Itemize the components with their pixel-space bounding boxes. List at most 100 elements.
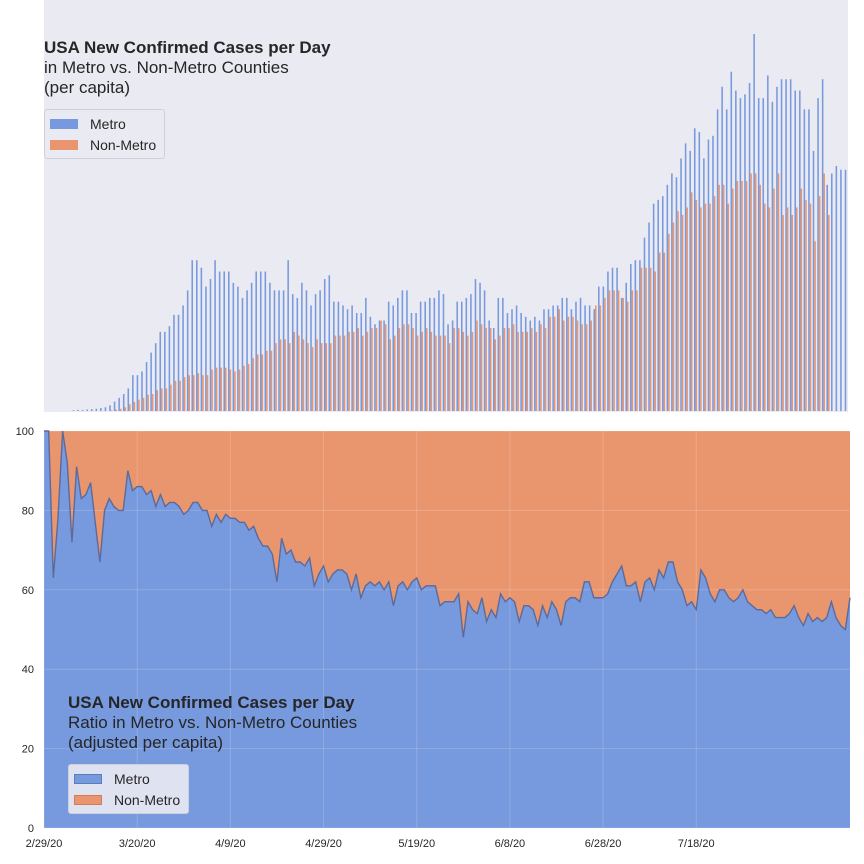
bar-non-metro bbox=[211, 369, 213, 411]
bar-metro bbox=[310, 305, 312, 411]
bar-non-metro bbox=[439, 335, 442, 411]
bar-non-metro bbox=[827, 214, 830, 411]
bar-metro bbox=[177, 314, 180, 411]
bar-metro bbox=[127, 388, 130, 411]
bar-non-metro bbox=[626, 301, 629, 411]
bar-non-metro bbox=[805, 199, 807, 411]
bar-non-metro bbox=[124, 407, 127, 411]
bar-non-metro bbox=[695, 199, 698, 411]
bar-non-metro bbox=[115, 409, 117, 411]
bar-non-metro bbox=[179, 380, 181, 411]
bar-non-metro bbox=[110, 410, 113, 411]
bar-non-metro bbox=[252, 358, 254, 411]
bar-non-metro bbox=[800, 188, 803, 411]
bar-metro bbox=[721, 86, 723, 411]
bar-non-metro bbox=[389, 339, 391, 411]
bar-non-metro bbox=[307, 343, 309, 411]
bar-non-metro bbox=[599, 305, 602, 411]
bar-metro bbox=[607, 271, 609, 411]
bar-metro bbox=[383, 320, 385, 411]
legend-label-non-metro: Non-Metro bbox=[90, 136, 157, 153]
bar-non-metro bbox=[613, 290, 615, 411]
bar-non-metro bbox=[220, 367, 222, 411]
bar-metro bbox=[228, 271, 230, 411]
bar-non-metro bbox=[572, 316, 574, 411]
bar-non-metro bbox=[243, 365, 245, 411]
bar-non-metro bbox=[275, 343, 277, 411]
bar-metro bbox=[90, 409, 93, 411]
top-chart-legend: Metro Non-Metro bbox=[44, 109, 166, 159]
bar-non-metro bbox=[750, 173, 752, 411]
bar-non-metro bbox=[256, 354, 259, 411]
bar-metro bbox=[689, 150, 691, 411]
bar-non-metro bbox=[161, 388, 163, 411]
bar-metro bbox=[460, 301, 463, 411]
bar-metro bbox=[433, 297, 436, 411]
bar-metro bbox=[319, 290, 321, 411]
bar-metro bbox=[543, 309, 545, 411]
bar-non-metro bbox=[476, 320, 478, 411]
metro-boundary-line bbox=[44, 430, 851, 638]
bar-metro bbox=[744, 94, 746, 411]
bar-non-metro bbox=[759, 184, 762, 411]
bar-non-metro bbox=[193, 375, 195, 411]
bar-non-metro bbox=[421, 331, 423, 411]
bar-metro bbox=[259, 271, 262, 411]
bar-metro bbox=[826, 184, 828, 411]
bar-non-metro bbox=[366, 331, 369, 411]
bar-metro bbox=[410, 312, 413, 411]
bar-non-metro bbox=[663, 252, 666, 411]
bar-non-metro bbox=[521, 331, 524, 411]
bar-metro bbox=[680, 158, 682, 411]
bar-metro bbox=[725, 109, 728, 412]
bar-metro bbox=[479, 282, 481, 411]
bar-metro bbox=[301, 282, 303, 411]
bar-non-metro bbox=[197, 373, 200, 411]
bar-metro bbox=[72, 410, 75, 411]
bar-metro bbox=[218, 271, 221, 411]
bar-metro bbox=[671, 173, 673, 411]
bar-non-metro bbox=[430, 331, 433, 411]
bar-non-metro bbox=[188, 375, 190, 411]
bar-non-metro bbox=[394, 335, 396, 411]
bar-metro bbox=[200, 267, 203, 411]
bar-non-metro bbox=[544, 328, 547, 411]
x-tick-label: 4/9/20 bbox=[215, 838, 246, 850]
bar-metro bbox=[616, 267, 618, 411]
bar-metro bbox=[735, 90, 737, 412]
bar-metro bbox=[730, 71, 733, 411]
area-metro bbox=[44, 431, 850, 828]
bar-non-metro bbox=[284, 339, 286, 411]
bar-metro bbox=[141, 371, 143, 411]
bar-metro bbox=[113, 401, 116, 411]
bar-metro bbox=[145, 361, 148, 411]
bar-non-metro bbox=[567, 316, 570, 411]
bar-non-metro bbox=[371, 328, 373, 411]
bar-metro bbox=[529, 320, 532, 411]
bar-metro bbox=[360, 312, 363, 411]
bar-metro bbox=[118, 397, 120, 411]
bar-non-metro bbox=[170, 384, 172, 411]
bar-metro bbox=[100, 407, 102, 411]
bar-metro bbox=[296, 297, 299, 411]
bar-metro bbox=[707, 139, 710, 411]
bar-non-metro bbox=[512, 324, 515, 411]
top-chart-title: USA New Confirmed Cases per Day bbox=[44, 38, 331, 57]
bar-non-metro bbox=[174, 380, 177, 411]
bar-non-metro bbox=[718, 184, 720, 411]
bar-non-metro bbox=[147, 394, 149, 411]
bar-non-metro bbox=[595, 305, 597, 411]
bar-non-metro bbox=[700, 207, 702, 411]
bar-non-metro bbox=[640, 267, 643, 411]
bar-metro bbox=[492, 328, 495, 411]
bar-metro bbox=[483, 290, 486, 411]
bar-metro bbox=[305, 290, 308, 411]
bar-metro bbox=[77, 409, 79, 411]
legend-swatch-metro bbox=[50, 118, 78, 129]
legend-entry-non-metro: Non-Metro bbox=[74, 789, 180, 810]
bar-non-metro bbox=[690, 192, 693, 411]
bar-non-metro bbox=[380, 320, 382, 411]
legend-label-metro: Metro bbox=[90, 115, 126, 132]
bar-metro bbox=[291, 294, 294, 411]
bar-non-metro bbox=[622, 297, 624, 411]
